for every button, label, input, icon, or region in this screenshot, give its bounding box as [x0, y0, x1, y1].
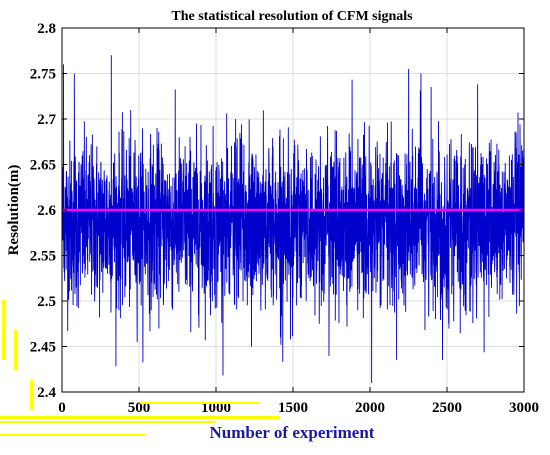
x-tick-label: 3000 — [509, 400, 539, 416]
highlight-mark — [0, 416, 280, 419]
highlight-marks — [0, 300, 280, 436]
y-tick-label: 2.4 — [37, 385, 56, 401]
y-tick-label: 2.6 — [37, 203, 56, 219]
x-tick-label: 1500 — [278, 400, 308, 416]
x-tick-label: 2000 — [355, 400, 385, 416]
y-axis-label: Resolution(m) — [6, 165, 22, 256]
highlight-mark — [0, 434, 145, 436]
plot-data — [61, 55, 525, 383]
y-tick-label: 2.45 — [30, 340, 56, 356]
x-tick-label: 0 — [58, 400, 66, 416]
chart-title: The statistical resolution of CFM signal… — [171, 9, 413, 24]
x-axis-label: Number of experiment — [210, 423, 375, 442]
y-tick-label: 2.55 — [30, 249, 56, 265]
highlight-mark — [2, 300, 6, 360]
highlight-mark — [0, 421, 215, 423]
highlight-mark — [14, 330, 17, 370]
y-tick-label: 2.75 — [30, 67, 56, 83]
x-tick-label: 2500 — [432, 400, 462, 416]
highlight-mark — [30, 380, 33, 410]
y-tick-label: 2.7 — [37, 112, 56, 128]
axes — [61, 27, 525, 393]
y-tick-label: 2.8 — [37, 21, 56, 37]
y-tick-label: 2.65 — [30, 158, 56, 174]
y-tick-label: 2.5 — [37, 294, 56, 310]
highlight-mark — [140, 402, 260, 404]
